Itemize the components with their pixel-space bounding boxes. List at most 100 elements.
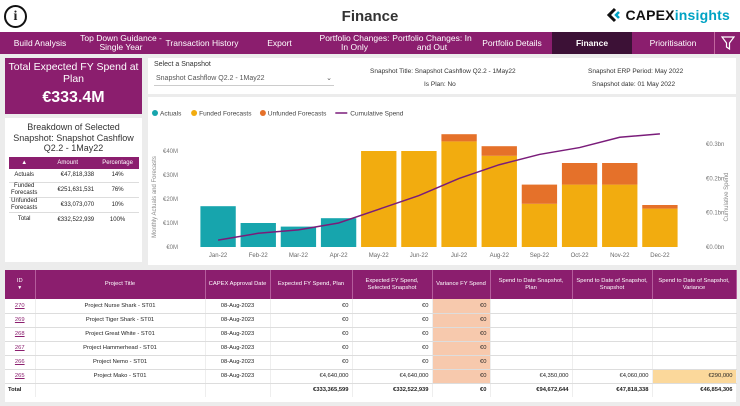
page-title: Finance <box>341 8 399 25</box>
column-header-capex-approval-date[interactable]: CAPEX Approval Date <box>205 270 271 299</box>
x-tick-label: Dec-22 <box>650 253 670 259</box>
bar-unfunded-forecasts <box>481 146 517 156</box>
total-label: Total <box>5 382 36 397</box>
spend-to-date-variance <box>652 327 737 342</box>
expected-spend-snapshot: €0 <box>352 299 433 314</box>
bar-funded-forecasts <box>441 141 477 247</box>
bar-unfunded-forecasts <box>521 184 558 204</box>
expected-spend-plan: €0 <box>270 313 353 328</box>
bar-unfunded-forecasts <box>561 163 598 185</box>
projects-table-card: ID ▼ Project Title CAPEX Approval Date Ex… <box>5 270 737 402</box>
x-tick-label: Apr-22 <box>330 253 349 259</box>
expected-spend-snapshot: €4,640,000 <box>352 369 433 384</box>
tab-prioritisation[interactable]: Prioritisation <box>649 37 697 48</box>
snapshot-dropdown-value: Snapshot Cashflow Q2.2 - 1May22 <box>156 75 265 82</box>
legend-label: Cumulative Spend <box>350 111 403 118</box>
x-tick-label: Feb-22 <box>249 253 269 259</box>
expected-spend-snapshot: €0 <box>352 355 433 370</box>
info-icon[interactable]: i <box>4 5 27 28</box>
y-axis-label: Monthly Actuals and Forecasts <box>152 156 158 238</box>
breakdown-label: Total <box>17 216 31 223</box>
spend-to-date-variance <box>652 313 737 328</box>
breakdown-card: Breakdown of Selected Snapshot: Snapshot… <box>5 118 142 262</box>
tab-portfolio-details[interactable]: Portfolio Details <box>482 37 542 48</box>
spend-to-date-snapshot: €4,060,000 <box>572 369 653 384</box>
breakdown-header-amount[interactable]: Amount <box>39 156 97 169</box>
bar-unfunded-forecasts <box>602 163 638 185</box>
tab-top-down-guidance[interactable]: Top Down Guidance - Single Year <box>80 33 162 52</box>
table-row: 270 Project Nurse Shark - ST01 08-Aug-20… <box>5 299 737 314</box>
approval-date: 08-Aug-2023 <box>205 369 271 384</box>
bar-actuals <box>200 206 236 247</box>
snapshot-is-plan: Is Plan: No <box>424 81 456 88</box>
table-row-total: Total €333,365,599 €332,522,939 €0 €94,6… <box>5 382 737 397</box>
projects-table: ID ▼ Project Title CAPEX Approval Date Ex… <box>5 270 737 397</box>
y2-axis-label: Cumulative Spend <box>724 172 730 221</box>
column-header-expected-spend-plan[interactable]: Expected FY Spend, Plan <box>270 270 353 299</box>
column-header-project-title[interactable]: Project Title <box>35 270 206 299</box>
column-header-expected-spend-snapshot[interactable]: Expected FY Spend, Selected Snapshot <box>352 270 433 299</box>
project-id-link[interactable]: 270 <box>5 299 36 314</box>
tab-export[interactable]: Export <box>267 37 292 48</box>
column-header-variance-spend[interactable]: Variance FY Spend <box>432 270 491 299</box>
spend-to-date-variance <box>652 355 737 370</box>
expected-spend-plan: €0 <box>270 299 353 314</box>
bar-funded-forecasts <box>642 208 678 247</box>
tab-portfolio-changes-in-out[interactable]: Portfolio Changes: In and Out <box>392 33 472 52</box>
breakdown-header-sort[interactable]: ▲ <box>9 156 40 169</box>
x-tick-label: Jan-22 <box>209 253 228 259</box>
project-id-link[interactable]: 265 <box>5 369 36 384</box>
breakdown-header-percentage[interactable]: Percentage <box>96 156 139 169</box>
approval-date: 08-Aug-2023 <box>205 341 271 356</box>
snapshot-date: Snapshot date: 01 May 2022 <box>592 81 676 88</box>
total-expected-spend-plan: €333,365,599 <box>270 382 353 397</box>
tab-build-analysis[interactable]: Build Analysis <box>13 37 67 48</box>
project-id-link[interactable]: 269 <box>5 313 36 328</box>
spend-to-date-snapshot <box>572 313 653 328</box>
column-header-spend-to-date-snapshot[interactable]: Spend to Date of Snapshot, Snapshot <box>572 270 653 299</box>
logo-chevron-icon <box>607 7 621 23</box>
tab-portfolio-changes-in-only[interactable]: Portfolio Changes: In Only <box>319 33 390 52</box>
y2-tick-label: €0.0bn <box>706 245 724 251</box>
logo-text: CAPEXinsights <box>625 7 730 23</box>
breakdown-percentage: 10% <box>96 197 139 213</box>
column-header-spend-to-date-variance[interactable]: Spend to Date of Snapshot, Variance <box>652 270 737 299</box>
spend-to-date-plan: €4,350,000 <box>490 369 573 384</box>
chevron-down-icon: ⌄ <box>326 75 332 82</box>
spend-to-date-snapshot <box>572 355 653 370</box>
legend-label: Actuals <box>160 111 182 118</box>
legend-marker <box>152 110 158 116</box>
total-spend-to-date-snapshot: €47,818,338 <box>572 382 653 397</box>
kpi-value: €333.4M <box>42 89 105 106</box>
total-variance-spend: €0 <box>432 382 491 397</box>
y2-tick-label: €0.3bn <box>706 142 724 148</box>
spend-to-date-variance: €290,000 <box>652 369 737 384</box>
y-tick-label: €30M <box>163 173 178 179</box>
spend-to-date-plan <box>490 327 573 342</box>
x-tick-label: Mar-22 <box>289 253 309 259</box>
total-empty <box>205 382 271 397</box>
y-tick-label: €0M <box>166 245 178 251</box>
bar-funded-forecasts <box>481 155 517 247</box>
nav-bar: Build Analysis Top Down Guidance - Singl… <box>0 32 740 54</box>
spend-to-date-plan <box>490 313 573 328</box>
project-id-link[interactable]: 267 <box>5 341 36 356</box>
expected-spend-snapshot: €0 <box>352 313 433 328</box>
column-header-spend-to-date-plan[interactable]: Spend to Date Snapshot, Plan <box>490 270 573 299</box>
project-id-link[interactable]: 266 <box>5 355 36 370</box>
total-empty <box>35 382 206 397</box>
spend-to-date-snapshot <box>572 341 653 356</box>
table-row: 266 Project Nemo - ST01 08-Aug-2023 €0 €… <box>5 355 737 370</box>
tab-finance[interactable]: Finance <box>552 32 632 54</box>
snapshot-title: Snapshot Title: Snapshot Cashflow Q2.2 -… <box>370 68 516 75</box>
filter-button[interactable] <box>714 32 740 54</box>
project-id-link[interactable]: 268 <box>5 327 36 342</box>
snapshot-dropdown[interactable]: Snapshot Cashflow Q2.2 - 1May22 ⌄ <box>154 73 334 86</box>
bar-funded-forecasts <box>602 184 638 247</box>
column-header-id[interactable]: ID ▼ <box>5 270 36 299</box>
tab-transaction-history[interactable]: Transaction History <box>165 37 239 48</box>
total-spend-to-date-variance: €46,854,306 <box>652 382 737 397</box>
breakdown-amount: €33,073,070 <box>39 197 97 213</box>
bar-funded-forecasts <box>401 151 437 247</box>
expected-spend-plan: €4,640,000 <box>270 369 353 384</box>
